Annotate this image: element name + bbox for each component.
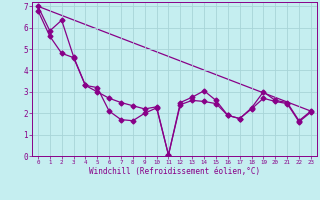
- X-axis label: Windchill (Refroidissement éolien,°C): Windchill (Refroidissement éolien,°C): [89, 167, 260, 176]
